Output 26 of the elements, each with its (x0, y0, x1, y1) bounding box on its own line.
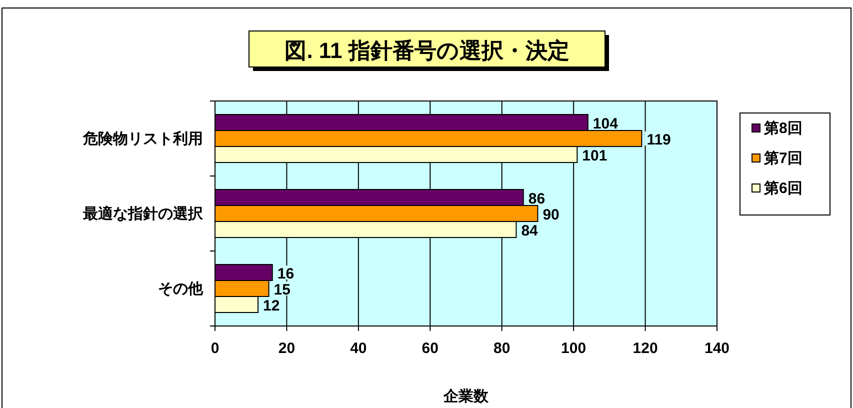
data-label: 101 (582, 148, 608, 164)
x-tick-label: 40 (350, 340, 367, 357)
chart-title: 図. 11 指針番号の選択・決定 (284, 38, 570, 63)
x-tick-label: 0 (210, 340, 220, 357)
data-label: 16 (277, 266, 294, 282)
legend-label: 第6回 (763, 180, 802, 197)
x-tick-label: 60 (422, 340, 438, 357)
x-tick-label: 140 (704, 340, 730, 357)
x-tick-label: 80 (494, 340, 510, 357)
y-tick-label: 最適な指針の選択 (82, 204, 204, 222)
data-label: 119 (646, 132, 671, 148)
y-tick-label: その他 (158, 280, 204, 298)
data-label: 12 (263, 298, 280, 314)
legend-label: 第7回 (763, 150, 802, 167)
x-tick-label: 20 (278, 340, 296, 357)
data-label: 15 (274, 282, 290, 298)
y-tick-label: 危険物リスト利用 (82, 130, 203, 148)
data-label: 84 (521, 222, 539, 240)
data-label: 90 (542, 206, 560, 224)
data-label: 86 (528, 190, 546, 208)
title: 図. 11 指針番号の選択・決定 (248, 30, 609, 71)
legend-label: 第8回 (763, 120, 802, 137)
x-axis-title: 企業数 (442, 388, 490, 405)
x-tick-label: 120 (632, 340, 658, 357)
data-label: 104 (592, 116, 619, 132)
x-tick-label: 100 (561, 340, 586, 357)
